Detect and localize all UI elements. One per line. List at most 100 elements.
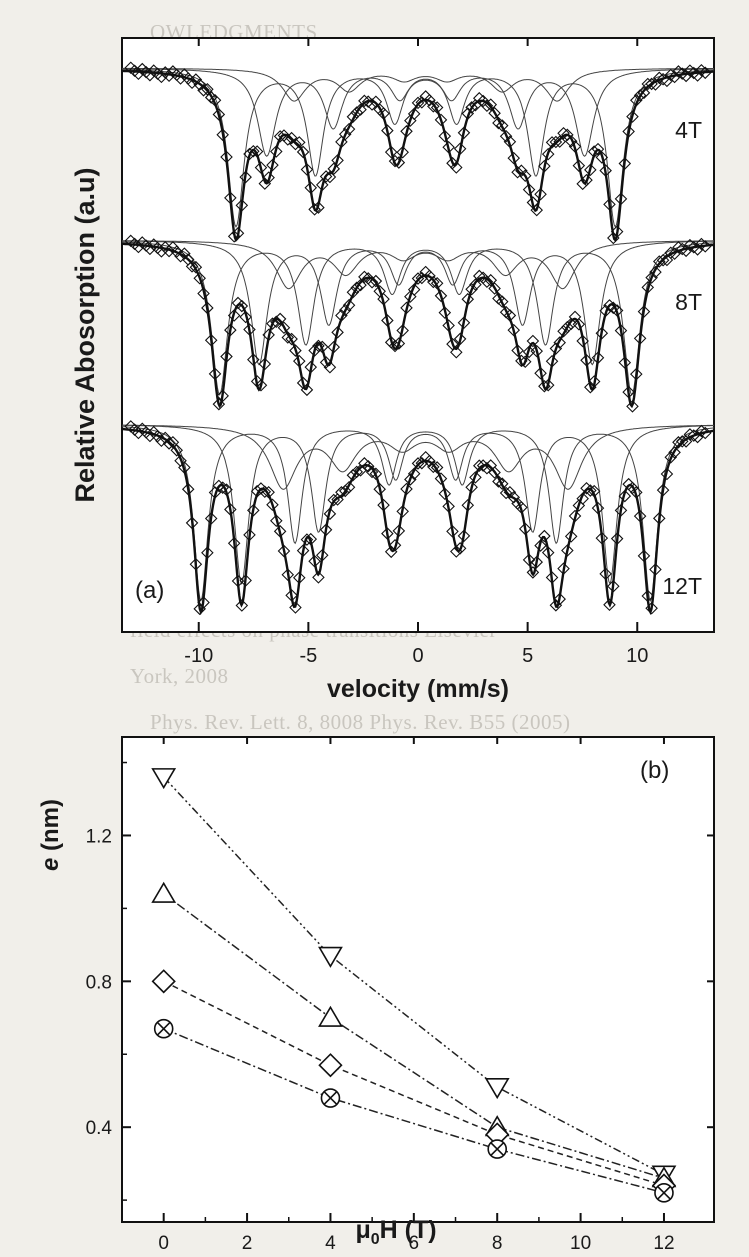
data-point <box>377 498 390 512</box>
data-point <box>610 304 624 317</box>
data-point <box>526 334 540 348</box>
data-point <box>553 135 566 148</box>
data-point <box>300 533 314 546</box>
data-point-triangle-down <box>318 946 343 968</box>
data-point <box>511 344 524 357</box>
data-point <box>319 170 333 183</box>
y-tick-label: 1.2 <box>86 826 112 847</box>
data-point <box>541 147 555 161</box>
data-point <box>411 96 425 110</box>
data-point <box>610 225 624 238</box>
data-point <box>323 507 337 521</box>
data-point <box>201 301 214 315</box>
data-point <box>185 516 199 530</box>
data-point <box>250 484 264 498</box>
data-point <box>652 512 666 525</box>
data-point <box>400 482 413 496</box>
data-point <box>637 305 651 318</box>
data-point <box>515 501 528 514</box>
data-point <box>603 598 616 611</box>
data-point <box>564 134 578 148</box>
x-axis-ticks-a: -10 -5 0 5 10 <box>184 38 648 667</box>
data-point <box>396 145 409 159</box>
series-label: 12T <box>662 573 702 599</box>
data-point <box>365 465 379 479</box>
data-point <box>507 323 521 337</box>
series-line <box>163 980 665 1187</box>
series-group-b <box>151 768 677 1203</box>
data-point <box>672 65 685 78</box>
data-point <box>415 271 429 285</box>
data-point <box>610 532 624 545</box>
data-point <box>354 278 367 292</box>
mossbauer-spectra-panel: 4T 8T 12T -10 -5 0 5 10 (a) velocity (mm/s) Re… <box>70 37 715 703</box>
data-point <box>603 299 616 312</box>
data-point <box>576 177 589 191</box>
data-point <box>511 165 524 179</box>
data-point <box>132 67 145 81</box>
data-point <box>645 77 658 91</box>
data-point <box>495 477 509 490</box>
data-point <box>212 479 226 493</box>
data-point <box>396 324 409 337</box>
data-point <box>607 579 620 593</box>
data-point <box>243 147 256 161</box>
data-point <box>335 309 348 322</box>
data-point <box>427 460 440 474</box>
data-point <box>197 287 210 300</box>
data-point <box>530 344 543 358</box>
data-point <box>698 240 712 253</box>
x-tick-label: 8 <box>492 1233 503 1254</box>
data-point <box>381 314 394 327</box>
data-point <box>595 151 609 164</box>
data-point-diamond <box>318 1053 343 1078</box>
data-point <box>346 468 360 482</box>
data-point <box>212 397 226 411</box>
data-point <box>197 596 210 609</box>
data-point <box>381 124 394 137</box>
data-point <box>235 199 249 212</box>
data-point <box>312 571 325 584</box>
data-point <box>461 499 475 512</box>
data-point <box>304 360 318 374</box>
series-line <box>163 1028 665 1194</box>
data-point <box>178 247 191 260</box>
data-point <box>338 484 352 498</box>
data-point <box>515 354 528 368</box>
data-point <box>507 151 521 165</box>
data-point <box>503 486 517 499</box>
data-point <box>189 557 203 571</box>
data-point <box>618 356 632 369</box>
data-point <box>258 485 272 499</box>
data-point <box>495 295 509 308</box>
grain-size-panel: 0 2 4 6 8 10 12 0.4 0.8 1.2 (b) μ0H (T) e (nm) <box>37 736 715 1254</box>
data-point <box>235 599 249 612</box>
data-point <box>603 198 616 211</box>
data-point <box>591 351 605 365</box>
data-point <box>683 64 697 77</box>
data-point <box>273 312 287 326</box>
data-point <box>427 100 440 113</box>
data-point <box>396 505 409 518</box>
data-point <box>698 426 712 440</box>
data-point <box>538 159 551 173</box>
x-tick-label: 10 <box>570 1233 591 1254</box>
data-point <box>430 461 444 474</box>
data-point <box>630 486 643 499</box>
x-tick-label: 5 <box>522 645 533 667</box>
spectra-group: 4T 8T 12T <box>121 61 715 616</box>
data-point <box>155 434 168 447</box>
data-point <box>369 467 383 481</box>
data-point <box>450 161 463 174</box>
data-point <box>633 509 647 523</box>
x-tick-label: 0 <box>412 645 423 667</box>
data-point <box>492 475 505 488</box>
data-point <box>250 145 264 158</box>
data-point <box>296 145 310 159</box>
data-point <box>381 527 394 540</box>
data-point <box>518 522 532 536</box>
subspectrum-fit <box>122 67 714 102</box>
data-point <box>243 528 256 542</box>
data-point <box>423 269 436 283</box>
data-point <box>568 509 582 523</box>
